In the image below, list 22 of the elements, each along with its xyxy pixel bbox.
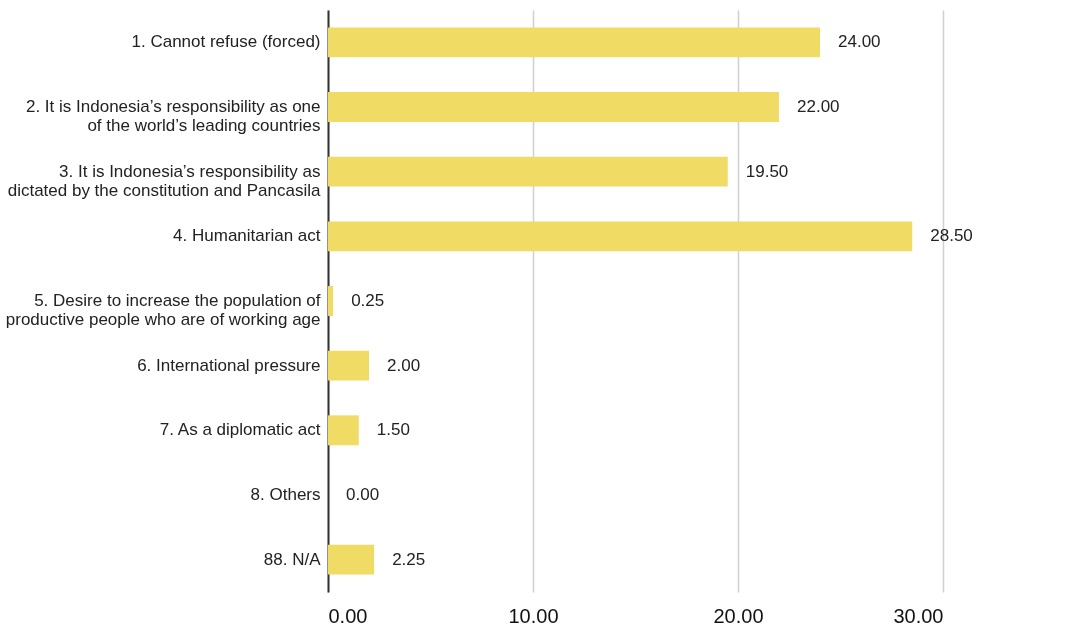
data-label: 0.25 — [351, 291, 385, 310]
x-tick-label: 30.00 — [893, 604, 944, 626]
data-label: 28.50 — [930, 226, 973, 246]
y-tick-label: 7. As a diplomatic act — [159, 420, 321, 440]
x-tick-label: 0.00 — [328, 604, 368, 626]
y-tick-label: 4. Humanitarian act — [173, 226, 321, 246]
y-tick-label: 1. Cannot refuse (forced) — [131, 32, 321, 52]
x-tick-label: 20.00 — [713, 604, 764, 626]
data-label: 1.50 — [376, 420, 410, 440]
data-label: 22.00 — [797, 97, 840, 116]
data-label: 0.00 — [346, 485, 380, 504]
data-label: 24.00 — [838, 32, 881, 52]
y-tick-label: 5. Desire to increase the population of productive people who are of working age — [5, 291, 321, 329]
y-tick-label: 3. It is Indonesia’s responsibility as dictated by the constitution and Pancasila — [7, 161, 322, 200]
data-label: 2.25 — [392, 549, 426, 569]
y-tick-label: 6. International pressure — [137, 355, 321, 375]
y-tick-label: 88. N/A — [263, 549, 322, 569]
x-tick-label: 10.00 — [508, 604, 559, 626]
y-tick-label: 2. It is Indonesia’s responsibility as one of the world’s leading countries — [25, 97, 321, 135]
data-label: 2.00 — [387, 355, 421, 375]
data-label: 19.50 — [745, 161, 789, 181]
y-tick-label: 8. Others — [250, 485, 321, 504]
